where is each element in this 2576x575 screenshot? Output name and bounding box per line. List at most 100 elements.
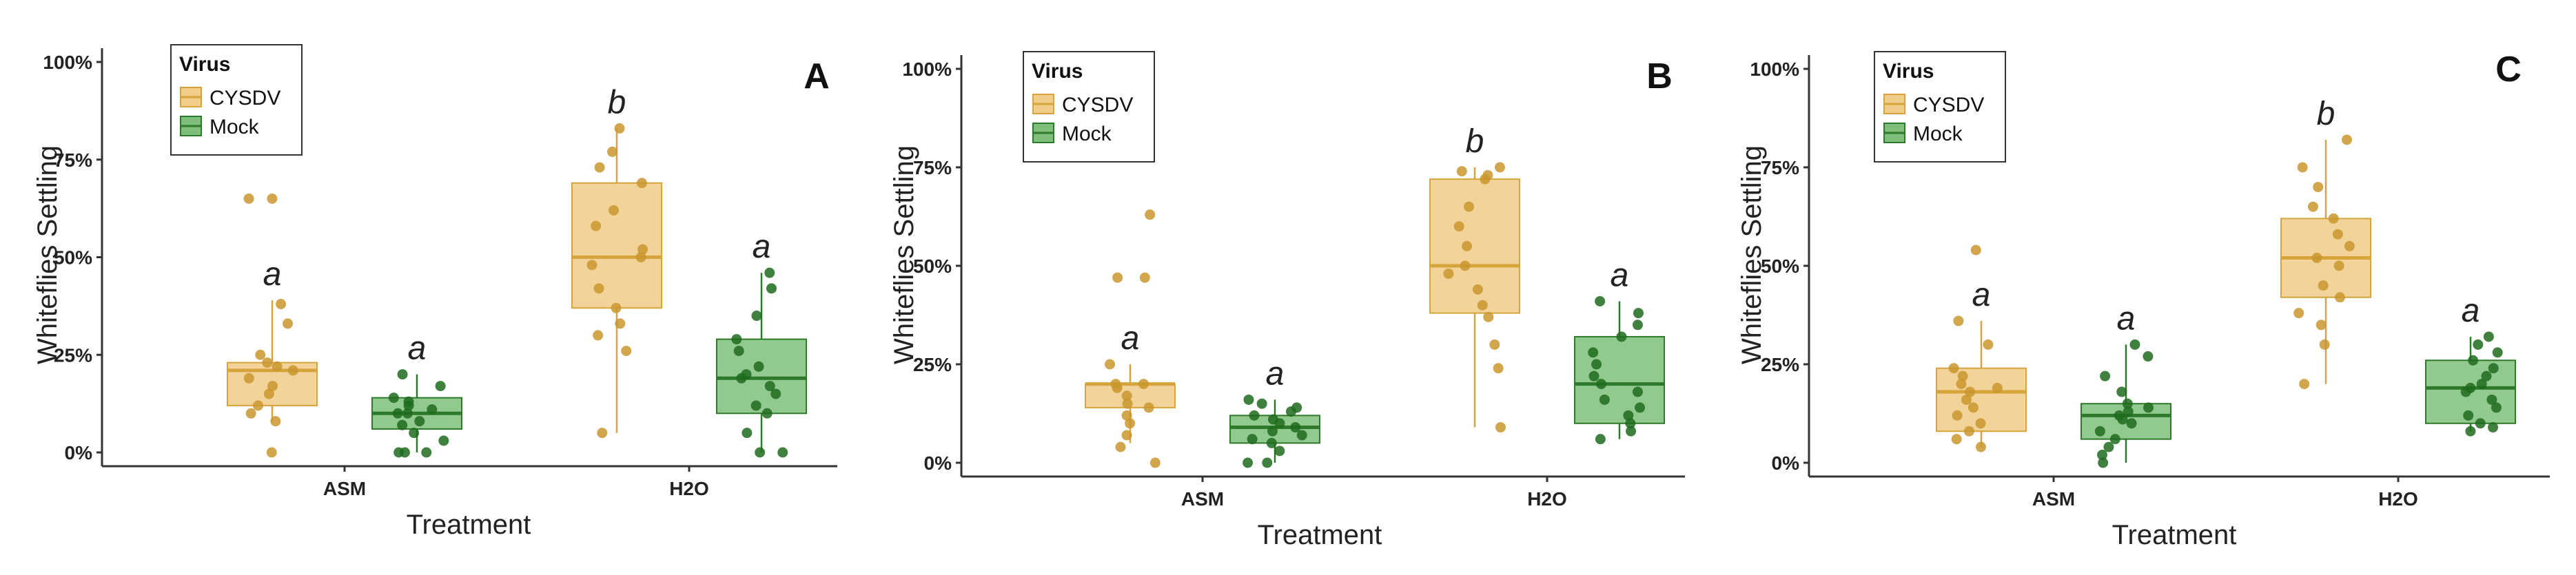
data-point bbox=[1953, 315, 1964, 326]
y-tick-label: 25% bbox=[913, 354, 952, 375]
significance-letter: a bbox=[408, 331, 427, 367]
data-point bbox=[607, 146, 618, 157]
significance-letter: a bbox=[1611, 257, 1629, 293]
data-point bbox=[1121, 410, 1132, 421]
data-point bbox=[1125, 418, 1136, 429]
data-point bbox=[593, 330, 604, 341]
data-point bbox=[262, 357, 273, 368]
data-point bbox=[2293, 308, 2304, 319]
x-axis-label: Treatment bbox=[1258, 520, 1382, 550]
data-point bbox=[1472, 284, 1483, 295]
y-tick-label: 100% bbox=[1750, 59, 1799, 80]
significance-letter: b bbox=[2317, 96, 2335, 132]
data-point bbox=[2341, 134, 2352, 145]
y-tick-label: 25% bbox=[1761, 354, 1799, 375]
data-point bbox=[2096, 450, 2107, 461]
data-point bbox=[1249, 410, 1260, 421]
panel-a: 0% 25% 50% 75% 100% ASM H2O Whiteflies Settling… bbox=[32, 44, 837, 540]
data-point bbox=[1456, 166, 1467, 177]
data-point bbox=[2143, 402, 2154, 413]
y-tick-label: 0% bbox=[924, 452, 952, 474]
data-point bbox=[402, 408, 413, 419]
data-point bbox=[637, 244, 648, 255]
data-point bbox=[2143, 351, 2154, 362]
data-point bbox=[435, 381, 446, 392]
data-point bbox=[1626, 426, 1637, 437]
data-point bbox=[2297, 162, 2308, 173]
data-point bbox=[1951, 434, 1962, 445]
data-point bbox=[1495, 162, 1506, 173]
y-axis-label: Whiteflies Settling bbox=[32, 145, 63, 364]
data-point bbox=[621, 346, 632, 357]
data-point bbox=[1247, 434, 1258, 445]
data-point bbox=[1121, 390, 1132, 401]
data-point bbox=[2488, 422, 2499, 433]
data-point bbox=[770, 388, 781, 399]
box-cysdv-h2o: b bbox=[2280, 96, 2371, 390]
y-tick-label: 100% bbox=[902, 59, 952, 80]
box-cysdv-asm: a bbox=[1085, 209, 1176, 468]
data-point bbox=[614, 123, 625, 134]
data-point bbox=[403, 396, 414, 407]
legend-label-mock: Mock bbox=[1062, 123, 1112, 145]
data-point bbox=[393, 447, 405, 458]
data-point bbox=[2328, 213, 2339, 224]
data-point bbox=[2465, 426, 2476, 437]
significance-letter: a bbox=[1972, 277, 1991, 313]
data-point bbox=[1595, 295, 1606, 306]
data-point bbox=[2114, 410, 2125, 421]
panel-c: 0% 25% 50% 75% 100% ASM H2O Whiteflies Settling… bbox=[1737, 50, 2550, 550]
data-point bbox=[2094, 426, 2105, 437]
x-tick-label: ASM bbox=[2032, 488, 2075, 510]
data-point bbox=[272, 361, 283, 372]
data-point bbox=[266, 447, 277, 458]
data-point bbox=[1291, 402, 1302, 413]
significance-letter: a bbox=[263, 256, 282, 293]
legend-label-mock: Mock bbox=[1913, 123, 1963, 145]
panel-label: C bbox=[2495, 50, 2522, 90]
data-point bbox=[635, 252, 646, 262]
data-point bbox=[276, 299, 287, 310]
data-point bbox=[397, 419, 408, 430]
data-point bbox=[283, 318, 294, 329]
data-point bbox=[2098, 457, 2109, 468]
box-mock-h2o: a bbox=[2425, 293, 2516, 437]
data-point bbox=[2491, 402, 2502, 413]
panel-b: 0% 25% 50% 75% 100% ASM H2O Whiteflies Settling… bbox=[889, 51, 1685, 550]
data-point bbox=[2311, 253, 2322, 264]
significance-letter: a bbox=[2117, 300, 2136, 337]
data-point bbox=[2335, 292, 2346, 303]
data-point bbox=[2476, 379, 2487, 390]
data-point bbox=[2475, 418, 2486, 429]
data-point bbox=[2122, 398, 2133, 409]
x-tick-label: H2O bbox=[1527, 488, 1567, 510]
panel-label: B bbox=[1646, 56, 1673, 96]
data-point bbox=[1274, 446, 1285, 457]
data-point bbox=[1493, 363, 1504, 374]
data-point bbox=[594, 162, 605, 173]
data-point bbox=[1266, 437, 1277, 448]
data-point bbox=[2463, 410, 2474, 421]
data-point bbox=[755, 447, 766, 458]
data-point bbox=[597, 428, 608, 439]
data-point bbox=[2318, 280, 2329, 291]
x-axis-label: Treatment bbox=[2112, 520, 2237, 550]
y-tick-label: 75% bbox=[1761, 157, 1799, 178]
data-point bbox=[1970, 244, 1981, 255]
data-point bbox=[1139, 272, 1150, 283]
y-tick-label: 50% bbox=[54, 247, 92, 269]
data-point bbox=[1632, 320, 1643, 331]
data-point bbox=[764, 267, 775, 278]
data-point bbox=[397, 369, 408, 380]
box-cysdv-h2o: b bbox=[571, 84, 662, 439]
legend-title: Virus bbox=[1032, 60, 1083, 83]
box-mock-asm: a bbox=[2081, 300, 2171, 468]
box-mock-asm: a bbox=[1229, 355, 1320, 468]
data-point bbox=[1477, 300, 1488, 311]
data-point bbox=[1956, 379, 1967, 390]
data-point bbox=[761, 408, 773, 419]
data-point bbox=[2299, 379, 2310, 390]
data-point bbox=[1952, 410, 1963, 421]
significance-letter: a bbox=[2462, 293, 2480, 329]
